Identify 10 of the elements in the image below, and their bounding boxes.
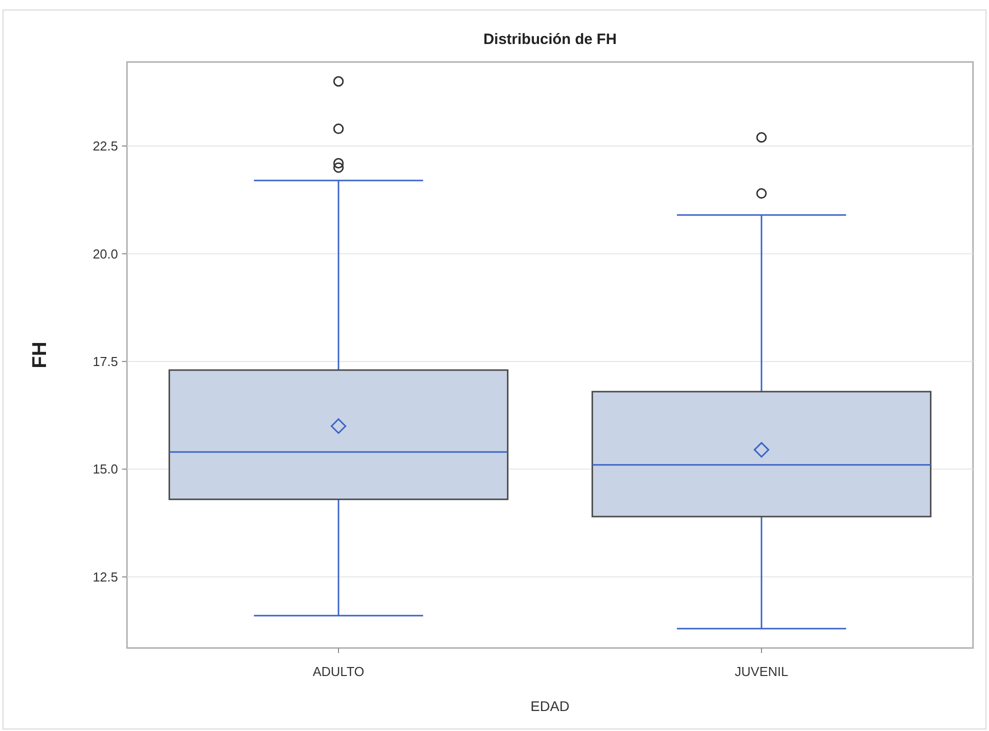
y-tick-label: 20.0 (92, 246, 118, 262)
x-tick-label: ADULTO (312, 664, 364, 679)
y-tick-label: 22.5 (92, 138, 118, 154)
y-axis-title: FH (29, 342, 51, 368)
x-axis-title: EDAD (530, 698, 570, 714)
y-tick-label: 12.5 (92, 569, 118, 584)
chart-title: Distribución de FH (483, 31, 617, 48)
y-tick-label: 15.0 (92, 462, 118, 477)
x-tick-label: JUVENIL (734, 664, 788, 679)
y-tick-label: 17.5 (92, 354, 118, 370)
